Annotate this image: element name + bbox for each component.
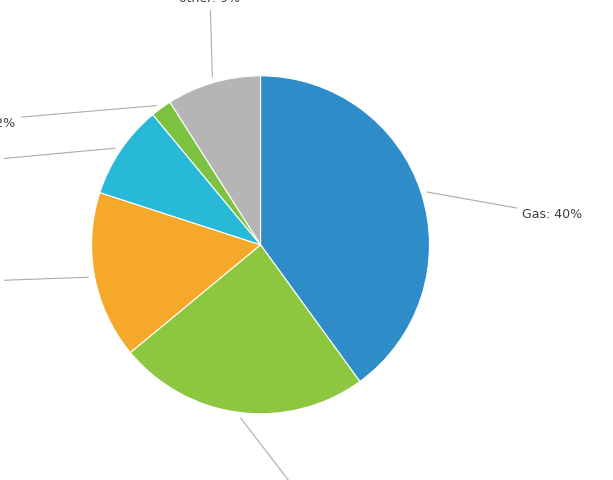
Text: Coal: 24%: Coal: 24%: [241, 418, 333, 480]
Text: Nuclear: 16%: Nuclear: 16%: [0, 276, 88, 288]
Wedge shape: [170, 76, 261, 245]
Text: Gas: 40%: Gas: 40%: [427, 192, 582, 221]
Text: Net interchange power and
other: 9%: Net interchange power and other: 9%: [124, 0, 295, 76]
Wedge shape: [261, 76, 430, 382]
Wedge shape: [131, 245, 360, 414]
Text: Pumped Storage: 2%: Pumped Storage: 2%: [0, 106, 156, 130]
Wedge shape: [153, 102, 261, 245]
Wedge shape: [100, 115, 261, 245]
Wedge shape: [91, 192, 261, 352]
Text: Renewables: 9%: Renewables: 9%: [0, 148, 115, 170]
